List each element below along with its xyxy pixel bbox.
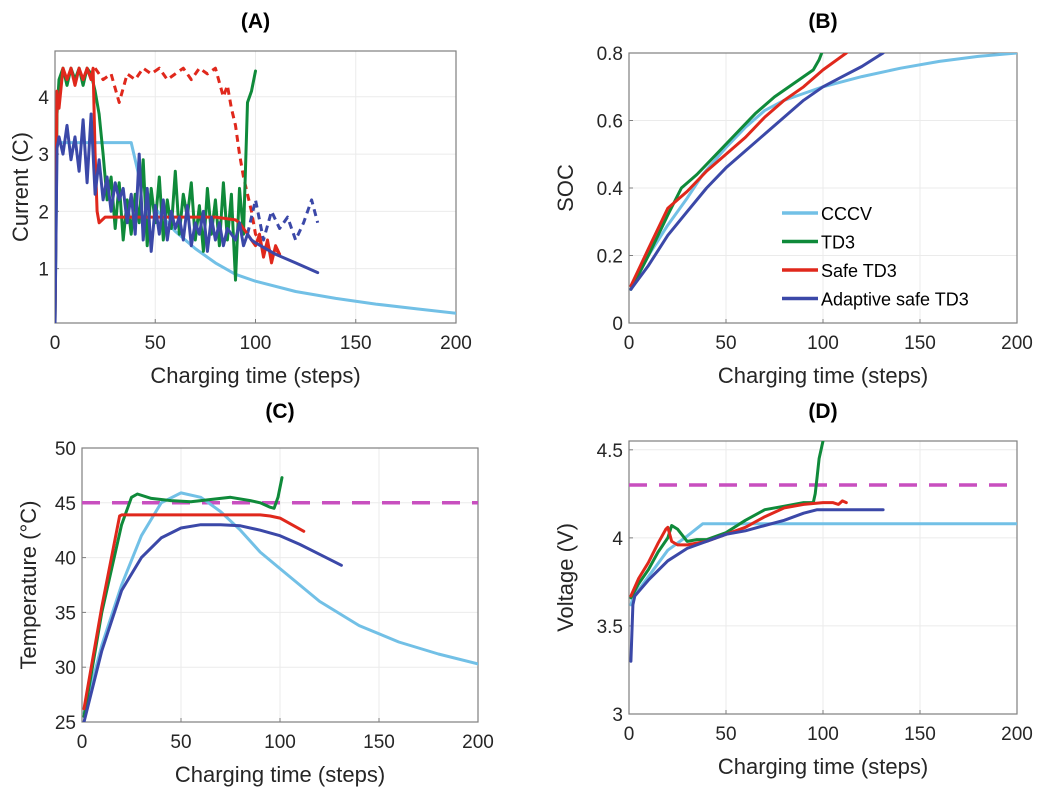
x-tick-label: 200 xyxy=(1001,724,1033,745)
series-line-adaptive-safe-td3 xyxy=(629,53,885,291)
x-tick-label: 0 xyxy=(77,732,88,753)
y-tick-label: 50 xyxy=(55,439,76,460)
x-tick-label: 150 xyxy=(363,732,395,753)
legend-label: CCCV xyxy=(821,204,872,224)
x-tick-label: 50 xyxy=(715,724,736,745)
x-tick-label: 50 xyxy=(715,333,736,354)
y-tick-label: 0.6 xyxy=(597,112,623,133)
y-tick-label: 4.5 xyxy=(597,441,623,462)
series-line-td3 xyxy=(629,441,825,600)
y-tick-label: 1 xyxy=(38,260,49,281)
x-tick-label: 100 xyxy=(807,333,839,354)
panel-a: 0 50 100 150 200 1 2 3 4 (A) Charging time (steps)… xyxy=(8,10,472,388)
panel-title: (B) xyxy=(808,10,837,33)
series-line-cccv xyxy=(82,491,478,715)
y-axis-label: Current (C) xyxy=(8,132,33,242)
y-axis-label: SOC xyxy=(553,164,578,212)
x-tick-label: 150 xyxy=(904,724,936,745)
x-tick-label: 100 xyxy=(807,724,839,745)
x-tick-label: 0 xyxy=(624,724,635,745)
y-tick-label: 0.8 xyxy=(597,44,623,65)
y-tick-label: 45 xyxy=(55,494,76,515)
series-line-safe-td3 xyxy=(629,499,848,598)
legend-label: Adaptive safe TD3 xyxy=(821,290,969,310)
y-axis-label: Temperature (°C) xyxy=(16,501,41,670)
series-line-adaptive-safe-td3 xyxy=(629,508,885,663)
legend-label: TD3 xyxy=(821,233,855,253)
x-tick-label: 200 xyxy=(440,333,472,354)
y-tick-label: 25 xyxy=(55,713,76,734)
plot-area xyxy=(629,441,1017,663)
y-tick-label: 3 xyxy=(612,705,623,726)
y-tick-label: 4 xyxy=(38,88,49,109)
series-line-cccv xyxy=(629,53,1017,291)
y-tick-label: 35 xyxy=(55,603,76,624)
x-tick-label: 100 xyxy=(240,333,272,354)
panel-c: 0 50 100 150 200 25 30 35 40 45 50 (C) Charging time… xyxy=(16,400,494,787)
x-axis-label: Charging time (steps) xyxy=(718,754,928,779)
x-tick-label: 150 xyxy=(904,333,936,354)
panel-title: (D) xyxy=(808,400,837,423)
y-tick-label: 3 xyxy=(38,145,49,166)
plot-area xyxy=(82,476,478,722)
series-line-adaptive-safe-td3 xyxy=(55,112,320,323)
y-tick-label: 3.5 xyxy=(597,617,623,638)
series-line-adaptive-safe-td3 xyxy=(82,523,343,722)
y-tick-label: 0 xyxy=(612,314,623,335)
legend-label: Safe TD3 xyxy=(821,261,897,281)
plot-area xyxy=(629,53,1017,291)
series-line-cccv xyxy=(629,522,1017,607)
x-tick-label: 0 xyxy=(624,333,635,354)
series-line-safe-td3 xyxy=(82,513,306,711)
x-tick-label: 0 xyxy=(50,333,61,354)
x-tick-label: 200 xyxy=(1001,333,1033,354)
x-axis-label: Charging time (steps) xyxy=(175,762,385,787)
y-tick-label: 0.4 xyxy=(597,179,624,200)
y-tick-label: 2 xyxy=(38,202,49,223)
x-tick-label: 100 xyxy=(264,732,296,753)
y-axis-label: Voltage (V) xyxy=(553,523,578,632)
panel-b: 0 50 100 150 200 0 0.2 0.4 0.6 0.8 (B) Charging tim… xyxy=(553,10,1033,388)
panel-d: 0 50 100 150 200 3 3.5 4 4.5 (D) Charging time (st… xyxy=(553,400,1033,779)
plot-area xyxy=(55,66,456,323)
x-tick-label: 150 xyxy=(340,333,372,354)
panel-title: (A) xyxy=(241,10,270,33)
panel-title: (C) xyxy=(265,400,294,423)
y-tick-label: 0.2 xyxy=(597,247,623,268)
y-tick-label: 4 xyxy=(612,529,623,550)
series-line-td3 xyxy=(82,476,284,718)
y-tick-label: 40 xyxy=(55,549,76,570)
x-tick-label: 200 xyxy=(462,732,494,753)
legend: CCCV TD3 Safe TD3 Adaptive safe TD3 xyxy=(782,204,969,310)
series-line-adaptive-safe-td3-dashed xyxy=(246,198,320,242)
series-line-td3 xyxy=(629,53,824,291)
series-line-safe-td3 xyxy=(629,53,848,288)
x-tick-label: 50 xyxy=(170,732,191,753)
x-axis-label: Charging time (steps) xyxy=(150,363,360,388)
x-tick-label: 50 xyxy=(145,333,166,354)
y-tick-label: 30 xyxy=(55,658,76,679)
x-axis-label: Charging time (steps) xyxy=(718,363,928,388)
